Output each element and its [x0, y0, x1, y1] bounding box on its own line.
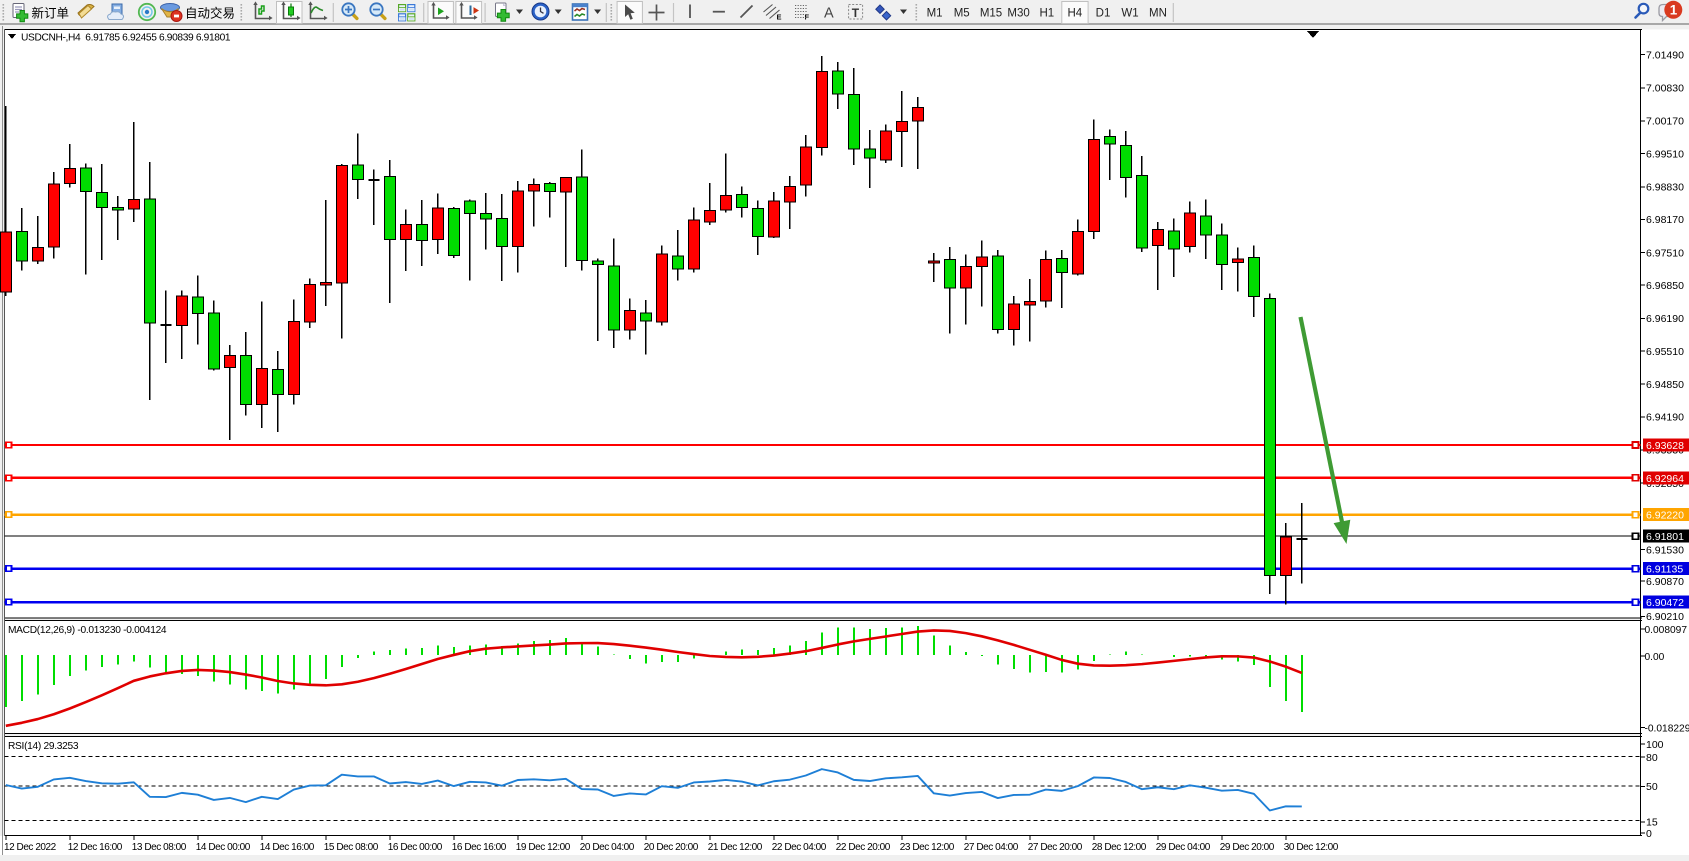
svg-text:6.97510: 6.97510 [1646, 247, 1684, 259]
svg-text:A: A [824, 6, 834, 22]
svg-text:6.92220: 6.92220 [1646, 510, 1684, 522]
svg-text:0.00: 0.00 [1645, 652, 1665, 663]
svg-text:15 Dec 08:00: 15 Dec 08:00 [324, 842, 379, 853]
svg-text:M5: M5 [954, 8, 970, 20]
svg-text:80: 80 [1646, 752, 1658, 764]
svg-text:29 Dec 20:00: 29 Dec 20:00 [1220, 842, 1275, 853]
svg-text:22 Dec 20:00: 22 Dec 20:00 [836, 842, 891, 853]
svg-text:D1: D1 [1096, 8, 1111, 20]
svg-text:6.91801: 6.91801 [1646, 531, 1684, 543]
svg-text:27 Dec 04:00: 27 Dec 04:00 [964, 842, 1019, 853]
svg-text:H4: H4 [1067, 8, 1082, 20]
svg-text:RSI(14) 29.3253: RSI(14) 29.3253 [8, 741, 79, 752]
svg-text:自动交易: 自动交易 [185, 6, 235, 21]
svg-text:H1: H1 [1039, 8, 1054, 20]
svg-text:13 Dec 08:00: 13 Dec 08:00 [132, 842, 187, 853]
svg-text:W1: W1 [1121, 8, 1138, 20]
svg-text:100: 100 [1646, 739, 1664, 751]
svg-text:6.90210: 6.90210 [1646, 611, 1684, 623]
svg-text:12 Dec 16:00: 12 Dec 16:00 [68, 842, 123, 853]
svg-text:6.93628: 6.93628 [1646, 440, 1684, 452]
svg-text:6.91135: 6.91135 [1646, 564, 1683, 576]
svg-text:50: 50 [1646, 781, 1658, 793]
svg-text:6.90870: 6.90870 [1646, 576, 1684, 588]
svg-text:7.00830: 7.00830 [1646, 83, 1684, 95]
svg-text:27 Dec 20:00: 27 Dec 20:00 [1028, 842, 1083, 853]
svg-text:30 Dec 12:00: 30 Dec 12:00 [1284, 842, 1339, 853]
svg-text:29 Dec 04:00: 29 Dec 04:00 [1156, 842, 1211, 853]
svg-text:15: 15 [1646, 817, 1658, 829]
svg-text:23 Dec 12:00: 23 Dec 12:00 [900, 842, 955, 853]
svg-text:6.96850: 6.96850 [1646, 280, 1684, 292]
svg-text:T: T [852, 6, 860, 20]
svg-text:新订单: 新订单 [32, 6, 70, 21]
svg-text:20 Dec 04:00: 20 Dec 04:00 [580, 842, 635, 853]
svg-text:16 Dec 00:00: 16 Dec 00:00 [388, 842, 443, 853]
svg-text:6.92964: 6.92964 [1646, 473, 1684, 485]
svg-text:M1: M1 [927, 8, 943, 20]
svg-text:6.90472: 6.90472 [1646, 597, 1684, 609]
svg-text:21 Dec 12:00: 21 Dec 12:00 [708, 842, 763, 853]
svg-text:14 Dec 00:00: 14 Dec 00:00 [196, 842, 251, 853]
svg-text:0.008097: 0.008097 [1645, 625, 1688, 636]
svg-text:MACD(12,26,9) -0.013230 -0.004: MACD(12,26,9) -0.013230 -0.004124 [8, 625, 167, 636]
svg-text:28 Dec 12:00: 28 Dec 12:00 [1092, 842, 1147, 853]
svg-text:7.00170: 7.00170 [1646, 116, 1684, 128]
svg-text:MN: MN [1149, 8, 1167, 20]
svg-text:6.98170: 6.98170 [1646, 214, 1684, 226]
svg-text:22 Dec 04:00: 22 Dec 04:00 [772, 842, 827, 853]
svg-text:6.94850: 6.94850 [1646, 379, 1684, 391]
svg-text:20 Dec 20:00: 20 Dec 20:00 [644, 842, 699, 853]
svg-text:6.98830: 6.98830 [1646, 182, 1684, 194]
svg-text:M30: M30 [1007, 8, 1029, 20]
svg-text:6.99510: 6.99510 [1646, 148, 1684, 160]
svg-text:12 Dec 2022: 12 Dec 2022 [4, 842, 57, 853]
svg-text:F: F [805, 13, 810, 22]
svg-text:USDCNH-,H4 6.91785 6.92455 6.: USDCNH-,H4 6.91785 6.92455 6.90839 6.918… [21, 33, 231, 44]
svg-text:6.95510: 6.95510 [1646, 346, 1684, 358]
svg-text:1: 1 [1670, 3, 1678, 18]
svg-text:6.91530: 6.91530 [1646, 544, 1684, 556]
svg-text:14 Dec 16:00: 14 Dec 16:00 [260, 842, 315, 853]
svg-text:0: 0 [1646, 828, 1652, 840]
svg-text:19 Dec 12:00: 19 Dec 12:00 [516, 842, 571, 853]
svg-text:M15: M15 [980, 8, 1002, 20]
svg-text:16 Dec 16:00: 16 Dec 16:00 [452, 842, 507, 853]
svg-text:-0.018229: -0.018229 [1645, 723, 1689, 734]
svg-text:7.01490: 7.01490 [1646, 49, 1684, 61]
svg-text:6.96190: 6.96190 [1646, 313, 1684, 325]
svg-text:E: E [777, 13, 782, 22]
svg-text:6.94190: 6.94190 [1646, 412, 1684, 424]
